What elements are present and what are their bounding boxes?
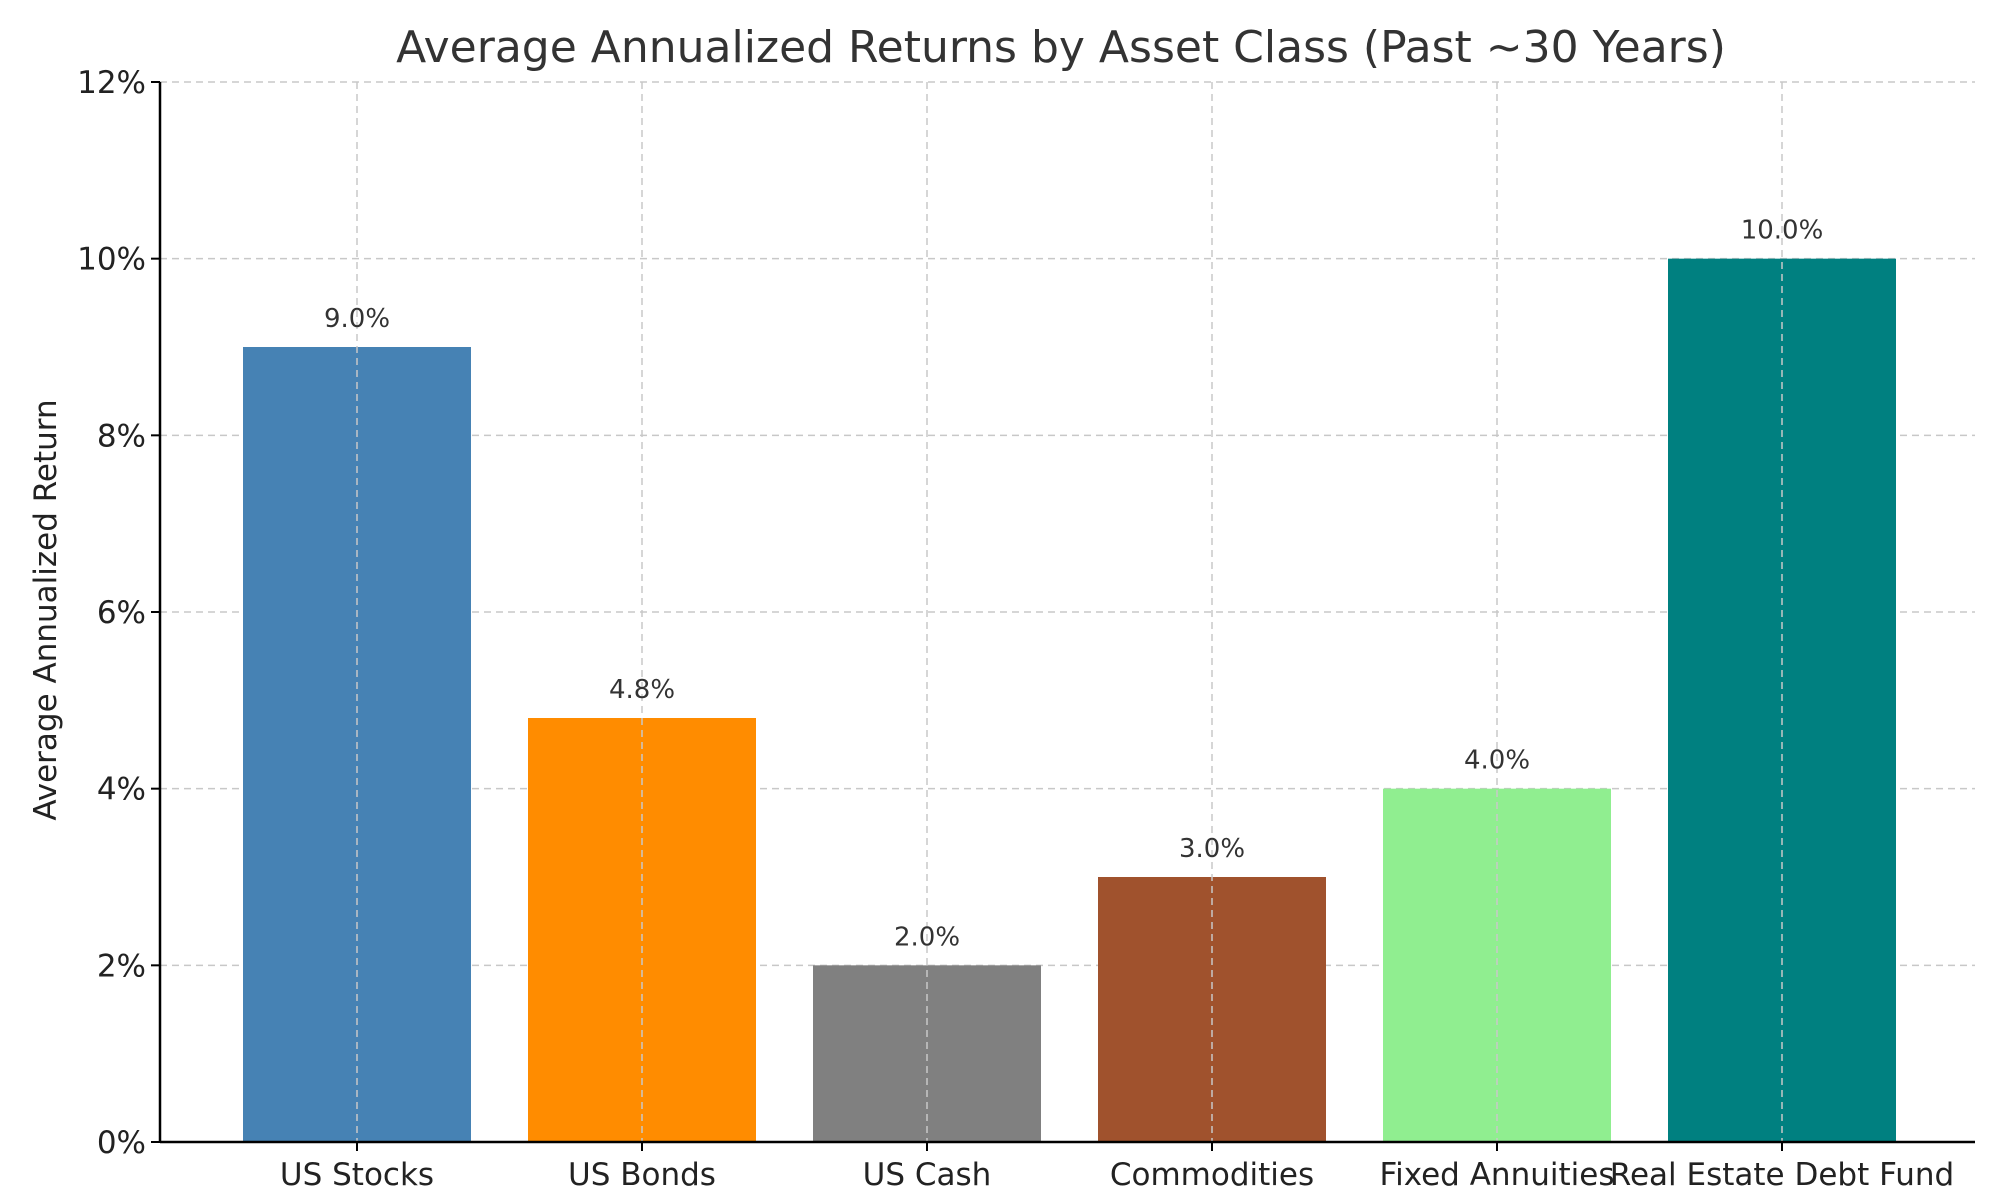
data-label: 4.0%: [1464, 746, 1530, 776]
x-tick-label: Commodities: [1110, 1157, 1314, 1193]
x-tick-label: US Stocks: [280, 1157, 434, 1193]
y-tick-label: 10%: [77, 242, 146, 278]
data-labels: 9.0% 4.8% 2.0% 3.0% 4.0% 10.0%: [324, 216, 1823, 953]
vertical-grid-lines: [356, 82, 1783, 1142]
axes: 0% 2% 4% 6% 8% 10% 12% US Stocks US Bonds US Cash…: [77, 65, 1975, 1193]
data-label: 4.8%: [609, 675, 675, 705]
y-tick-label: 12%: [77, 65, 146, 101]
y-tick-label: 4%: [97, 772, 146, 808]
x-tick-label: US Bonds: [568, 1157, 716, 1193]
y-tick-label: 6%: [97, 595, 146, 631]
data-label: 9.0%: [324, 304, 390, 334]
y-tick-label: 8%: [97, 418, 146, 454]
y-axis-label: Average Annualized Return: [28, 399, 64, 820]
chart-title: Average Annualized Returns by Asset Clas…: [396, 22, 1726, 73]
y-tick-label: 2%: [97, 948, 146, 984]
data-label: 3.0%: [1179, 834, 1245, 864]
x-tick-label: Fixed Annuities: [1380, 1157, 1615, 1193]
data-label: 2.0%: [894, 922, 960, 952]
y-tick-label: 0%: [97, 1125, 146, 1161]
x-tick-label: Real Estate Debt Fund: [1610, 1157, 1954, 1193]
data-label: 10.0%: [1741, 216, 1824, 246]
x-tick-label: US Cash: [863, 1157, 992, 1193]
